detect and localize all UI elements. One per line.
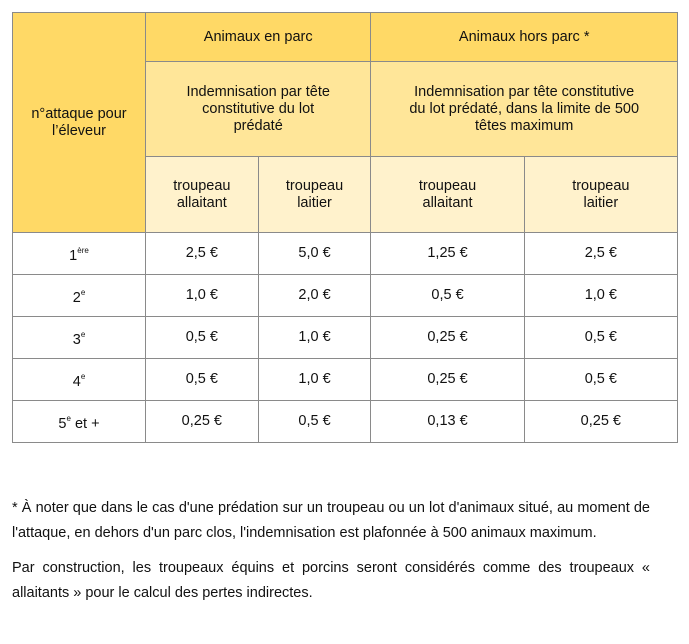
amount-cell: 0,25 € (370, 316, 525, 359)
column-header: troupeau laitier (523, 156, 679, 233)
column-header: troupeau allaitant (145, 156, 259, 233)
note-paragraph: Par construction, les troupeaux équins e… (12, 560, 650, 601)
attack-number: 4e (12, 358, 146, 401)
amount-cell: 0,25 € (370, 358, 525, 401)
group-header-out-park: Animaux hors parc * (370, 12, 678, 62)
amount-cell: 2,5 € (523, 232, 679, 275)
column-header: troupeau laitier (257, 156, 372, 233)
subheader-out-park: Indemnisation par tête constitutive du l… (370, 61, 678, 157)
amount-cell: 0,5 € (145, 316, 259, 359)
amount-cell: 1,0 € (257, 316, 372, 359)
amount-cell: 5,0 € (257, 232, 372, 275)
table-row: 5e et +0,25 €0,5 €0,13 €0,25 € (12, 400, 679, 443)
row-header: n°attaque pour l’éleveur (12, 12, 146, 233)
attack-number: 2e (12, 274, 146, 317)
table-row: 3e 0,5 €1,0 €0,25 €0,5 € (12, 316, 679, 359)
amount-cell: 1,25 € (370, 232, 525, 275)
attack-number: 5e et + (12, 400, 146, 443)
table-row: 2e 1,0 €2,0 €0,5 €1,0 € (12, 274, 679, 317)
amount-cell: 0,5 € (523, 316, 679, 359)
amount-cell: 0,5 € (523, 358, 679, 401)
amount-cell: 1,0 € (257, 358, 372, 401)
table-row: 4e 0,5 €1,0 €0,25 €0,5 € (12, 358, 679, 401)
group-header-in-park: Animaux en parc (144, 12, 372, 62)
table-row: 1ère 2,5 €5,0 €1,25 €2,5 € (12, 232, 679, 275)
indemnity-table: n°attaque pour l’éleveur Animaux en parc… (12, 12, 679, 443)
amount-cell: 0,25 € (523, 400, 679, 443)
amount-cell: 1,0 € (145, 274, 259, 317)
amount-cell: 0,5 € (145, 358, 259, 401)
amount-cell: 0,5 € (257, 400, 372, 443)
attack-number: 3e (12, 316, 146, 359)
amount-cell: 1,0 € (523, 274, 679, 317)
amount-cell: 0,25 € (145, 400, 259, 443)
footnote: * À noter que dans le cas d'une prédatio… (12, 500, 650, 541)
subheader-in-park: Indemnisation par tête constitutive du l… (144, 61, 372, 157)
attack-number: 1ère (12, 232, 146, 275)
amount-cell: 0,5 € (370, 274, 525, 317)
amount-cell: 2,0 € (257, 274, 372, 317)
column-header: troupeau allaitant (370, 156, 525, 233)
subheader-text: Indemnisation par tête constitutive du l… (409, 83, 640, 134)
notes: * À noter que dans le cas d'une prédatio… (12, 496, 650, 616)
amount-cell: 2,5 € (145, 232, 259, 275)
subheader-text: Indemnisation par tête constitutive du l… (186, 83, 330, 134)
amount-cell: 0,13 € (370, 400, 525, 443)
